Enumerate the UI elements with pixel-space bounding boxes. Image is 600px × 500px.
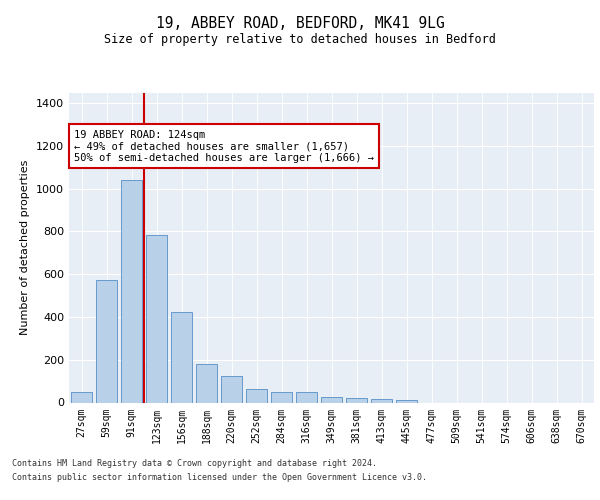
Bar: [321, 396, 342, 402]
Text: 19, ABBEY ROAD, BEDFORD, MK41 9LG: 19, ABBEY ROAD, BEDFORD, MK41 9LG: [155, 16, 445, 32]
Bar: [371, 400, 392, 402]
Bar: [246, 389, 267, 402]
Text: Contains public sector information licensed under the Open Government Licence v3: Contains public sector information licen…: [12, 473, 427, 482]
Bar: [96, 280, 117, 402]
Bar: [296, 392, 317, 402]
Bar: [221, 376, 242, 402]
Text: Size of property relative to detached houses in Bedford: Size of property relative to detached ho…: [104, 32, 496, 46]
Bar: [121, 180, 142, 402]
Text: 19 ABBEY ROAD: 124sqm
← 49% of detached houses are smaller (1,657)
50% of semi-d: 19 ABBEY ROAD: 124sqm ← 49% of detached …: [74, 130, 374, 163]
Bar: [271, 392, 292, 402]
Bar: [71, 392, 92, 402]
Bar: [396, 400, 417, 402]
Bar: [171, 312, 192, 402]
Text: Contains HM Land Registry data © Crown copyright and database right 2024.: Contains HM Land Registry data © Crown c…: [12, 460, 377, 468]
Bar: [346, 398, 367, 402]
Bar: [196, 364, 217, 403]
Bar: [146, 235, 167, 402]
Y-axis label: Number of detached properties: Number of detached properties: [20, 160, 31, 335]
